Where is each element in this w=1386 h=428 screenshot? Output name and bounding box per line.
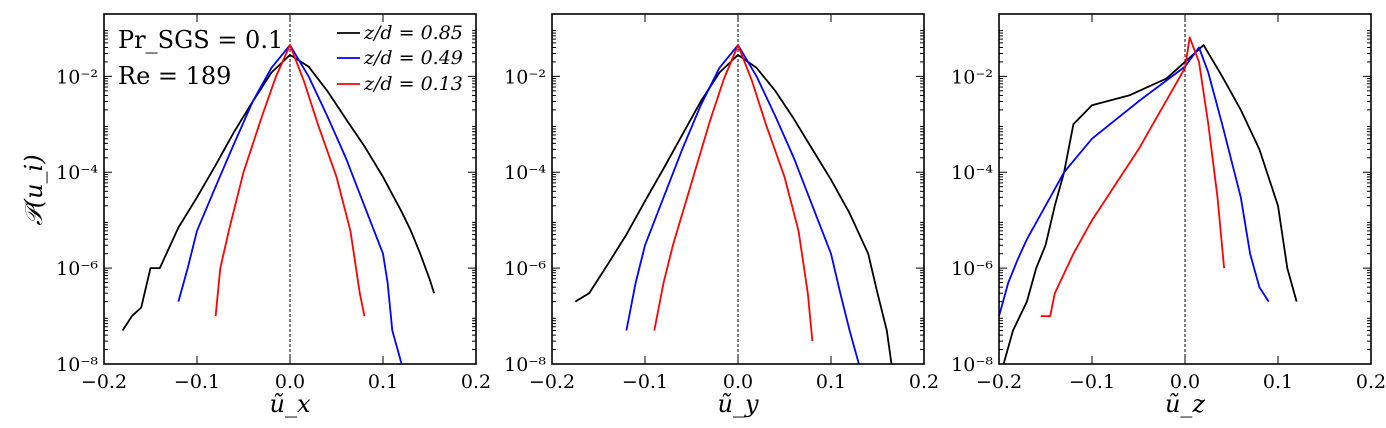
series-line-0 — [574, 54, 893, 365]
y-tick-label: 10⁻⁶ — [56, 258, 98, 280]
x-tick-label: 0.0 — [275, 371, 305, 393]
y-tick-label: 10⁻² — [951, 66, 993, 88]
y-tick-label: 10⁻⁸ — [504, 354, 546, 376]
y-tick-label: 10⁻⁶ — [504, 258, 546, 280]
x-tick-label: 0.1 — [816, 371, 846, 393]
series-line-1 — [625, 44, 860, 365]
plot-area-uy: 10⁻⁸ 10⁻⁶ 10⁻⁴ 10⁻² −0.2 −0.1 0.0 0.1 0.2 — [504, 13, 939, 393]
y-tick-label: 10⁻⁸ — [951, 354, 993, 376]
y-tick-label: 10⁻² — [504, 66, 546, 88]
x-tick-label: −0.1 — [622, 371, 668, 393]
plot-frame — [998, 13, 1372, 365]
plot-frame — [551, 13, 925, 365]
legend: z/d = 0.85 z/d = 0.49 z/d = 0.13 — [337, 22, 463, 95]
y-axis-label: 𝒫(u_i) — [20, 154, 48, 225]
y-tick-label: 10⁻² — [56, 66, 98, 88]
x-tick-label: −0.2 — [529, 371, 575, 393]
y-tick-label: 10⁻⁴ — [951, 162, 993, 184]
x-tick-label: 0.0 — [1170, 371, 1200, 393]
x-axis-label-uy: ũ_y — [717, 390, 758, 418]
y-tick-label: 10⁻⁴ — [504, 162, 546, 184]
series-line-1 — [177, 44, 403, 365]
plot-frame — [103, 13, 477, 365]
x-tick-label: −0.1 — [1069, 371, 1115, 393]
annotation-prandtl: Pr_SGS = 0.1 — [118, 26, 283, 54]
plot-area-uz: 10⁻⁸ 10⁻⁶ 10⁻⁴ 10⁻² −0.2 −0.1 0.0 0.1 0.2 — [951, 13, 1386, 393]
series-line-2 — [653, 44, 814, 342]
panel-ux: 10⁻⁸ 10⁻⁶ 10⁻⁴ 10⁻² −0.2 −0.1 0.0 0.1 0.2 Pr_SGS… — [20, 13, 491, 418]
x-tick-label: −0.1 — [174, 371, 220, 393]
plot-area-ux: 10⁻⁸ 10⁻⁶ 10⁻⁴ 10⁻² −0.2 −0.1 0.0 0.1 0.2 — [56, 13, 491, 393]
panel-uz: 10⁻⁸ 10⁻⁶ 10⁻⁴ 10⁻² −0.2 −0.1 0.0 0.1 0.2 ũ_z — [951, 13, 1386, 418]
x-tick-label: −0.2 — [81, 371, 127, 393]
legend-label-013: z/d = 0.13 — [363, 73, 463, 95]
x-axis-label-ux: ũ_x — [270, 390, 311, 418]
series-line-2 — [1040, 36, 1225, 318]
x-tick-label: 0.1 — [368, 371, 398, 393]
x-tick-label: 0.0 — [723, 371, 753, 393]
x-tick-label: −0.2 — [976, 371, 1022, 393]
y-tick-label: 10⁻⁸ — [56, 354, 98, 376]
legend-label-049: z/d = 0.49 — [363, 47, 463, 69]
x-tick-label: 0.2 — [461, 371, 491, 393]
panel-uy: 10⁻⁸ 10⁻⁶ 10⁻⁴ 10⁻² −0.2 −0.1 0.0 0.1 0.2 ũ_y — [504, 13, 939, 418]
y-tick-label: 10⁻⁴ — [56, 162, 98, 184]
x-tick-label: 0.1 — [1263, 371, 1293, 393]
x-tick-label: 0.2 — [1356, 371, 1386, 393]
annotation-reynolds: Re = 189 — [118, 62, 231, 90]
series-line-1 — [998, 46, 1270, 317]
y-tick-label: 10⁻⁶ — [951, 258, 993, 280]
x-tick-label: 0.2 — [909, 371, 939, 393]
x-axis-label-uz: ũ_z — [1165, 390, 1205, 418]
series-line-2 — [214, 44, 366, 317]
legend-label-085: z/d = 0.85 — [363, 22, 463, 44]
series-line-0 — [1002, 44, 1298, 365]
